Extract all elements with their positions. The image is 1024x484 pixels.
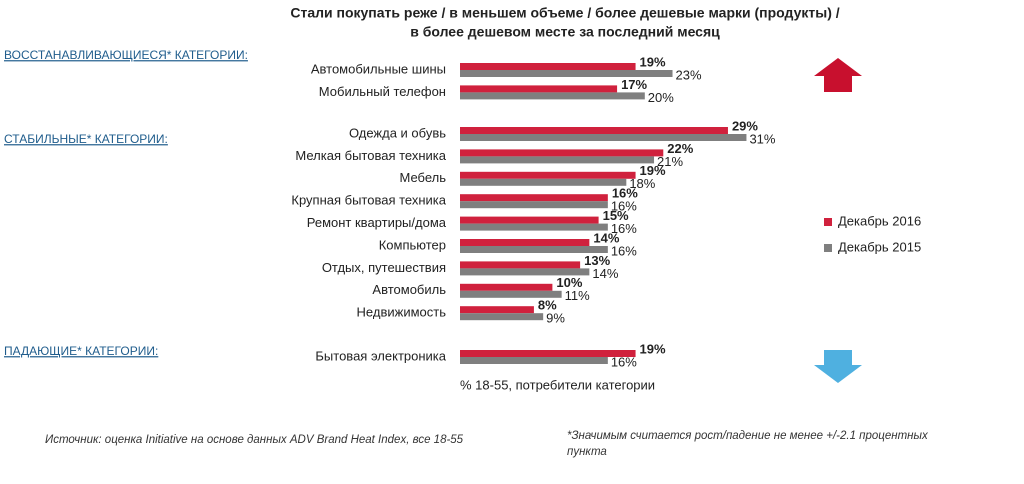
- category-label: Компьютер: [379, 237, 446, 252]
- value-label: 31%: [749, 131, 775, 146]
- chart-title: Стали покупать реже / в меньшем объеме /…: [290, 5, 839, 21]
- bar: [460, 283, 553, 291]
- legend-swatch: [824, 218, 832, 226]
- bar: [460, 171, 636, 179]
- bar: [460, 63, 636, 70]
- category-label: Недвижимость: [357, 305, 447, 320]
- bar: [460, 85, 618, 93]
- value-label: 22%: [667, 141, 693, 156]
- bar: [460, 357, 608, 364]
- bar: [460, 290, 562, 298]
- value-label: 14%: [592, 266, 618, 281]
- category-label: Ремонт квартиры/дома: [307, 215, 447, 230]
- value-label: 18%: [629, 176, 655, 191]
- down-arrow: [814, 350, 862, 383]
- value-label: 16%: [611, 354, 637, 369]
- category-label: Крупная бытовая техника: [291, 193, 446, 208]
- value-label: 15%: [603, 208, 629, 223]
- bar: [460, 201, 608, 209]
- bar: [460, 134, 747, 141]
- up-arrow: [814, 58, 862, 92]
- bar: [460, 350, 636, 357]
- bar: [460, 149, 664, 157]
- bar: [460, 268, 590, 276]
- value-label: 23%: [676, 67, 702, 82]
- value-label: 16%: [611, 221, 637, 236]
- value-label: 17%: [621, 77, 647, 92]
- bar: [460, 313, 544, 321]
- bar: [460, 92, 645, 100]
- source: Источник: оценка Initiative на основе да…: [45, 434, 464, 446]
- group-label: СТАБИЛЬНЫЕ* КАТЕГОРИИ:: [4, 132, 168, 146]
- value-label: 21%: [657, 154, 683, 169]
- group-label: ПАДАЮЩИЕ* КАТЕГОРИИ:: [4, 344, 158, 358]
- legend-swatch: [824, 244, 832, 252]
- group-label: ВОССТАНАВЛИВАЮЩИЕСЯ* КАТЕГОРИИ:: [4, 48, 248, 62]
- value-label: 8%: [538, 298, 557, 313]
- category-label: Одежда и обувь: [349, 125, 446, 140]
- chart-title: в более дешевом месте за последний месяц: [410, 24, 720, 40]
- category-label: Автомобиль: [372, 282, 446, 297]
- category-label: Бытовая электроника: [315, 348, 446, 363]
- bar: [460, 194, 608, 202]
- value-label: 13%: [584, 253, 610, 268]
- value-label: 29%: [732, 118, 758, 133]
- value-label: 19%: [640, 163, 666, 178]
- value-label: 19%: [640, 341, 666, 356]
- category-label: Мобильный телефон: [319, 84, 446, 99]
- bar: [460, 127, 728, 134]
- note: % 18-55, потребители категории: [460, 377, 655, 392]
- value-label: 11%: [565, 288, 590, 303]
- bar: [460, 178, 627, 186]
- bar: [460, 156, 655, 164]
- category-label: Отдых, путешествия: [322, 260, 446, 275]
- footnote: *Значимым считается рост/падение не мене…: [567, 430, 929, 442]
- legend-label: Декабрь 2015: [838, 239, 921, 254]
- value-label: 14%: [593, 230, 619, 245]
- value-label: 10%: [556, 275, 582, 290]
- bar: [460, 246, 608, 253]
- bar: [460, 306, 534, 314]
- bar: [460, 239, 590, 246]
- bar: [460, 261, 581, 269]
- value-label: 20%: [648, 90, 674, 105]
- bar: [460, 70, 673, 77]
- value-label: 16%: [612, 186, 638, 201]
- legend-label: Декабрь 2016: [838, 213, 921, 228]
- value-label: 19%: [640, 54, 666, 69]
- bar: [460, 216, 599, 224]
- category-label: Мелкая бытовая техника: [295, 148, 446, 163]
- value-label: 16%: [611, 199, 637, 214]
- category-label: Мебель: [399, 170, 446, 185]
- value-label: 9%: [546, 311, 565, 326]
- footnote: пункта: [567, 446, 607, 458]
- bar: [460, 223, 608, 231]
- category-label: Автомобильные шины: [311, 61, 446, 76]
- value-label: 16%: [611, 243, 637, 258]
